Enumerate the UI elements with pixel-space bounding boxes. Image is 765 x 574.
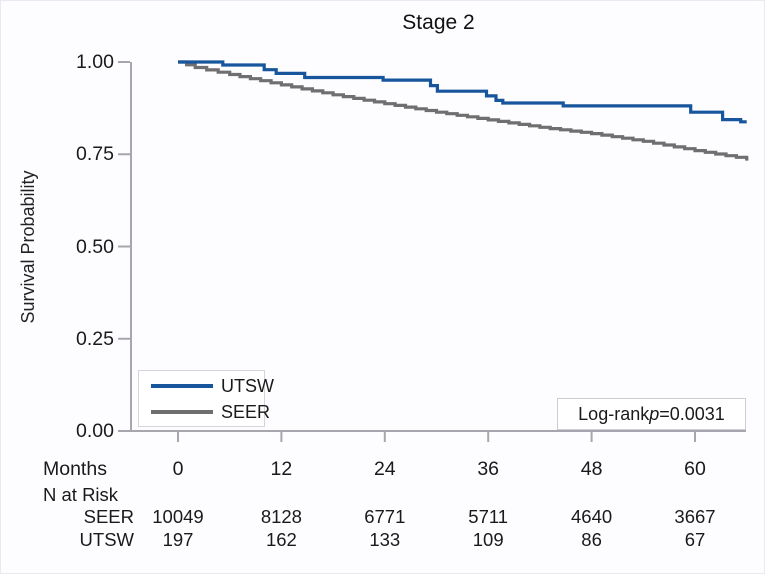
risk-value-seer: 4640 [571,506,613,527]
risk-row-name-seer: SEER [83,506,134,527]
risk-value-seer: 10049 [152,506,204,527]
x-tick-label: 12 [270,458,293,480]
x-tick-label: 36 [477,458,500,480]
y-tick-label: 0.00 [76,420,114,442]
x-tick-label: 60 [684,458,706,480]
risk-value-utsw: 109 [472,529,504,550]
risk-value-seer: 5711 [468,506,509,527]
legend-line-utsw [151,383,213,388]
x-axis-row-label: Months [43,458,107,480]
risk-value-seer: 3667 [674,506,716,527]
risk-value-utsw: 86 [581,529,602,550]
log-rank-p-symbol: p [649,403,660,424]
x-tick-label: 48 [580,458,603,480]
risk-row-name-utsw: UTSW [79,529,134,550]
log-rank-annotation: Log-rank p =0.0031 [557,398,746,430]
legend: UTSW SEER [138,370,274,427]
log-rank-p-value: =0.0031 [659,403,725,424]
x-tick-label: 0 [172,458,184,480]
risk-value-utsw: 197 [162,529,194,550]
y-tick-label: 0.50 [76,235,114,258]
legend-label-utsw: UTSW [221,375,274,396]
x-tick-label: 24 [373,458,396,480]
chart-title: Stage 2 [402,11,475,34]
axis-lines [130,62,746,432]
risk-value-utsw: 67 [684,529,706,550]
legend-line-seer [151,409,213,414]
legend-label-seer: SEER [221,401,271,422]
risk-value-utsw: 162 [265,529,297,550]
log-rank-prefix: Log-rank [578,403,650,424]
risk-value-seer: 6771 [364,506,406,527]
legend-row-utsw: UTSW [139,373,274,399]
survival-curve-seer [178,60,749,161]
y-tick-label: 0.25 [76,327,114,350]
risk-value-seer: 8128 [260,506,302,527]
n-at-risk-header: N at Risk [43,484,119,505]
survival-curve-utsw [178,60,747,124]
y-tick-label: 1.00 [76,51,114,73]
y-axis-title: Survival Probability [18,170,38,324]
legend-row-seer: SEER [139,399,270,425]
risk-value-utsw: 133 [369,529,401,550]
y-tick-label: 0.75 [76,143,114,166]
